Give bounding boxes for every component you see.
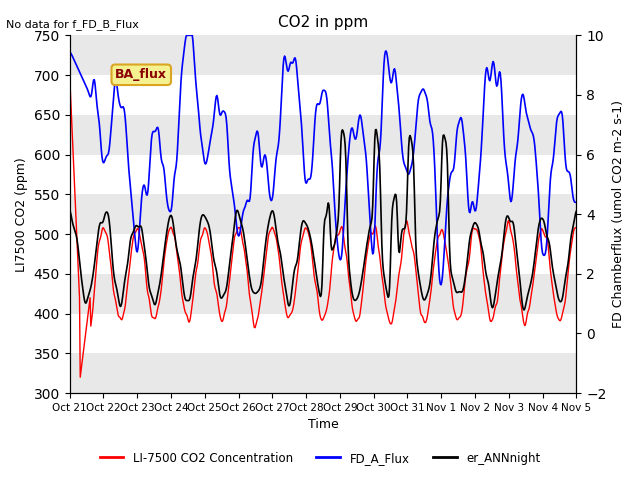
Bar [70,115,577,155]
Legend: LI-7500 CO2 Concentration, FD_A_Flux, er_ANNnight: LI-7500 CO2 Concentration, FD_A_Flux, er… [95,447,545,469]
Text: BA_flux: BA_flux [115,68,167,81]
Bar [70,274,577,313]
Y-axis label: FD Chamberflux (umol CO2 m-2 s-1): FD Chamberflux (umol CO2 m-2 s-1) [612,100,625,328]
Bar [70,36,577,75]
Text: No data for f_FD_B_Flux: No data for f_FD_B_Flux [6,19,140,30]
Bar [70,194,577,234]
Title: CO2 in ppm: CO2 in ppm [278,15,368,30]
Bar [70,353,577,393]
Y-axis label: LI7500 CO2 (ppm): LI7500 CO2 (ppm) [15,157,28,272]
X-axis label: Time: Time [308,419,339,432]
